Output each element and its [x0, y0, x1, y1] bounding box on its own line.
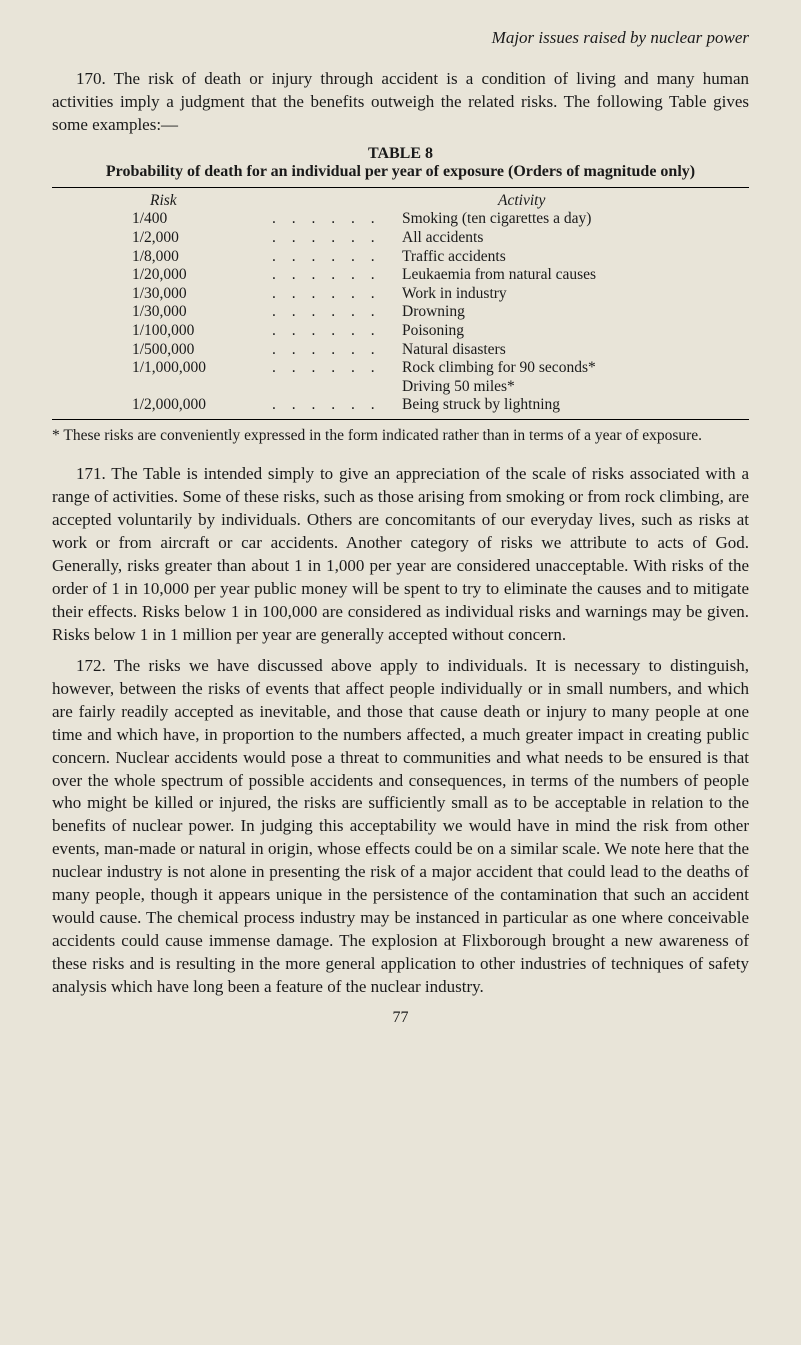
- risk-cell: 1/1,000,000: [52, 359, 272, 378]
- table-row: 1/500,000. . . . . .Natural disasters: [52, 341, 749, 360]
- table-row: 1/100,000. . . . . .Poisoning: [52, 322, 749, 341]
- table-row: 1/2,000. . . . . .All accidents: [52, 229, 749, 248]
- activity-cell: Being struck by lightning: [402, 396, 749, 415]
- dots-cell: . . . . . .: [272, 341, 402, 360]
- activity-cell: Rock climbing for 90 seconds*: [402, 359, 749, 378]
- dots-cell: . . . . . .: [272, 266, 402, 285]
- table-row: 1/30,000. . . . . .Work in industry: [52, 285, 749, 304]
- table-body: 1/400. . . . . .Smoking (ten cigarettes …: [52, 210, 749, 415]
- table-row: 1/30,000. . . . . .Drowning: [52, 303, 749, 322]
- table-row: 1/20,000. . . . . .Leukaemia from natura…: [52, 266, 749, 285]
- risk-cell: 1/100,000: [52, 322, 272, 341]
- activity-cell: Natural disasters: [402, 341, 749, 360]
- page-number: 77: [52, 1009, 749, 1027]
- table-caption: TABLE 8: [52, 145, 749, 163]
- dots-cell: . . . . . .: [272, 322, 402, 341]
- dots-cell: . . . . . .: [272, 396, 402, 415]
- risk-cell: 1/30,000: [52, 303, 272, 322]
- table-row: Driving 50 miles*: [52, 378, 749, 397]
- dots-cell: . . . . . .: [272, 359, 402, 378]
- header-activity: Activity: [420, 192, 749, 211]
- table-footnote: * These risks are conveniently expressed…: [52, 426, 749, 445]
- risk-cell: 1/2,000,000: [52, 396, 272, 415]
- paragraph-172: 172. The risks we have discussed above a…: [52, 655, 749, 999]
- activity-cell: Work in industry: [402, 285, 749, 304]
- risk-cell: [52, 378, 272, 397]
- table-row: 1/2,000,000. . . . . .Being struck by li…: [52, 396, 749, 415]
- dots-cell: . . . . . .: [272, 229, 402, 248]
- activity-cell: All accidents: [402, 229, 749, 248]
- activity-cell: Poisoning: [402, 322, 749, 341]
- header-risk: Risk: [52, 192, 290, 211]
- risk-cell: 1/400: [52, 210, 272, 229]
- dots-cell: . . . . . .: [272, 285, 402, 304]
- dots-cell: . . . . . .: [272, 210, 402, 229]
- risk-cell: 1/500,000: [52, 341, 272, 360]
- dots-cell: [272, 378, 402, 397]
- table-row: 1/400. . . . . .Smoking (ten cigarettes …: [52, 210, 749, 229]
- risk-cell: 1/30,000: [52, 285, 272, 304]
- paragraph-171: 171. The Table is intended simply to giv…: [52, 463, 749, 647]
- activity-cell: Leukaemia from natural causes: [402, 266, 749, 285]
- table-row: 1/1,000,000. . . . . .Rock climbing for …: [52, 359, 749, 378]
- header-spacer: [290, 192, 420, 211]
- activity-cell: Smoking (ten cigarettes a day): [402, 210, 749, 229]
- page-container: Major issues raised by nuclear power 170…: [0, 0, 801, 1047]
- paragraph-170: 170. The risk of death or injury through…: [52, 68, 749, 137]
- dots-cell: . . . . . .: [272, 248, 402, 267]
- risk-cell: 1/8,000: [52, 248, 272, 267]
- table-subcaption: Probability of death for an individual p…: [52, 163, 749, 181]
- risk-cell: 1/2,000: [52, 229, 272, 248]
- dots-cell: . . . . . .: [272, 303, 402, 322]
- risk-cell: 1/20,000: [52, 266, 272, 285]
- activity-cell: Driving 50 miles*: [402, 378, 749, 397]
- table-header-row: Risk Activity: [52, 192, 749, 211]
- activity-cell: Traffic accidents: [402, 248, 749, 267]
- activity-cell: Drowning: [402, 303, 749, 322]
- table-row: 1/8,000. . . . . .Traffic accidents: [52, 248, 749, 267]
- risk-table: Risk Activity 1/400. . . . . .Smoking (t…: [52, 187, 749, 420]
- running-head: Major issues raised by nuclear power: [52, 28, 749, 48]
